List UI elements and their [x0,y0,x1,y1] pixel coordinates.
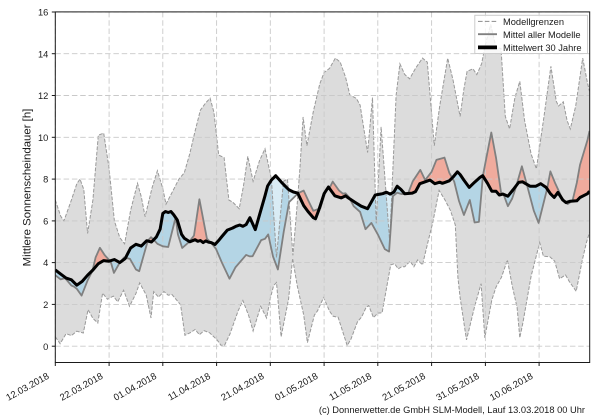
svg-text:6: 6 [43,217,48,227]
svg-text:Mittelwert 30 Jahre: Mittelwert 30 Jahre [503,43,582,53]
svg-text:Mittel aller Modelle: Mittel aller Modelle [503,30,581,40]
svg-text:14: 14 [38,49,48,59]
svg-text:10: 10 [38,133,48,143]
svg-text:12: 12 [38,91,48,101]
svg-text:8: 8 [43,175,48,185]
svg-text:16: 16 [38,8,48,18]
svg-text:2: 2 [43,300,48,310]
svg-text:Mittlere Sonnenscheindauer [h]: Mittlere Sonnenscheindauer [h] [22,109,34,267]
svg-text:0: 0 [43,342,48,352]
svg-text:Modellgrenzen: Modellgrenzen [503,17,564,27]
svg-text:4: 4 [43,258,48,268]
svg-text:(c) Donnerwetter.de GmbH SLM-M: (c) Donnerwetter.de GmbH SLM-Modell, Lau… [319,405,585,415]
